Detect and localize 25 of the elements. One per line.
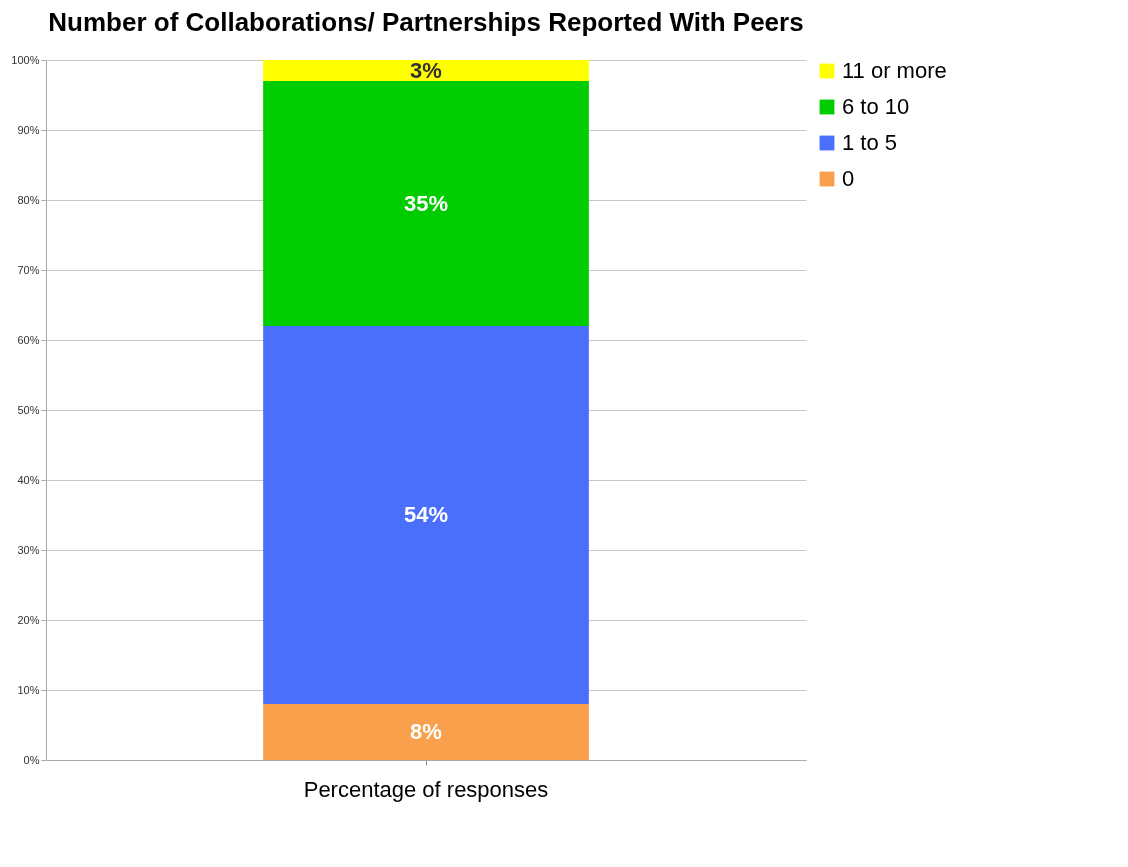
data-label: 35% xyxy=(403,190,449,216)
y-tick-label: 30% xyxy=(17,543,40,556)
data-label: 8% xyxy=(410,719,442,744)
data-label: 3% xyxy=(410,57,442,83)
legend-label: 1 to 5 xyxy=(842,130,898,155)
x-tick-label: Percentage of responses xyxy=(303,776,549,802)
y-tick-label: 70% xyxy=(17,263,40,276)
y-tick-label: 90% xyxy=(17,123,40,136)
y-tick-label: 20% xyxy=(17,613,40,626)
chart-title: Number of Collaborations/ Partnerships Reported With Peers xyxy=(48,7,804,37)
y-tick-label: 60% xyxy=(17,333,40,346)
y-tick-label: 100% xyxy=(11,53,40,66)
bar xyxy=(263,81,589,326)
legend-label: 6 to 10 xyxy=(842,94,910,119)
bar xyxy=(263,60,589,81)
data-label: 54% xyxy=(403,502,449,527)
bar xyxy=(263,704,589,760)
y-tick-label: 0% xyxy=(23,753,40,766)
legend-label: 0 xyxy=(842,166,855,191)
y-tick-label: 10% xyxy=(17,683,40,696)
bar xyxy=(263,326,589,704)
y-tick-label: 80% xyxy=(17,193,40,206)
y-tick-label: 40% xyxy=(17,473,40,486)
legend-label: 11 or more xyxy=(842,58,947,83)
y-tick-label: 50% xyxy=(17,403,40,416)
